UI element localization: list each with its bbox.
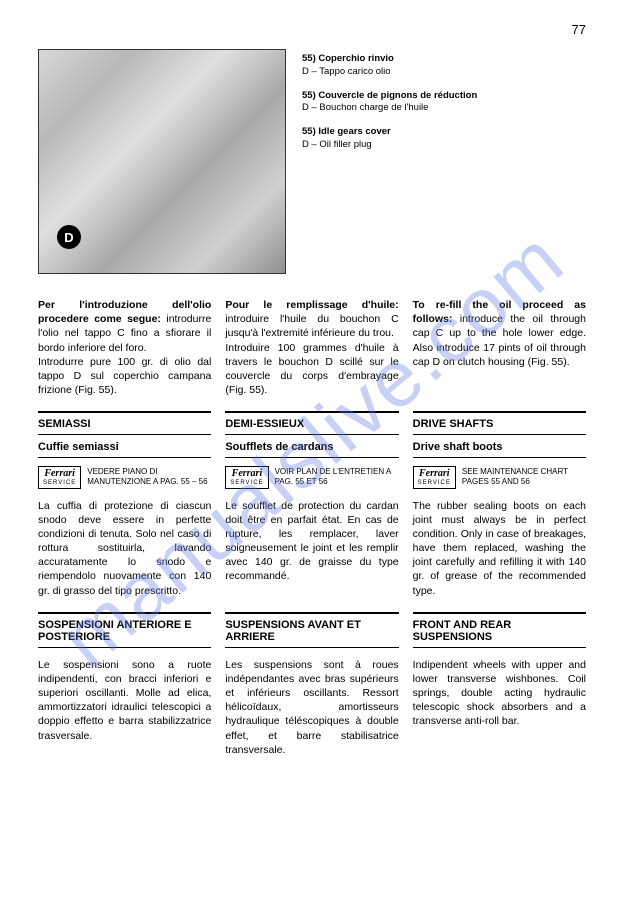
caption-it-head: 55) Coperchio rinvio — [302, 53, 586, 66]
body2-fr: Les suspensions sont à roues indépendant… — [225, 658, 398, 757]
caption-en: 55) Idle gears cover D – Oil filler plug — [302, 126, 586, 152]
body1-it: La cuffia di protezione di ciascun snodo… — [38, 499, 211, 598]
col-fr: Pour le remplissage d'huile: introduire … — [225, 298, 398, 411]
caption-it: 55) Coperchio rinvio D – Tappo carico ol… — [302, 53, 586, 79]
caption-it-line: D – Tappo carico olio — [302, 66, 586, 79]
ferrari-service: SERVICE — [230, 480, 263, 487]
top-row: D 55) Coperchio rinvio D – Tappo carico … — [38, 49, 586, 274]
ferrari-badge: Ferrari SERVICE — [225, 466, 268, 488]
caption-en-head: 55) Idle gears cover — [302, 126, 586, 139]
body1-fr: Le soufflet de protection du cardan doit… — [225, 499, 398, 584]
sec2-it: SOSPENSIONI ANTERIORE E POSTERIORE — [38, 612, 211, 648]
sec2-en: FRONT AND REAR SUSPENSIONS — [413, 612, 586, 648]
caption-fr-line: D – Bouchon charge de l'huile — [302, 102, 586, 115]
section2-headings: SOSPENSIONI ANTERIORE E POSTERIORE SUSPE… — [38, 612, 586, 658]
badge-text-en: SEE MAINTENANCE CHART PAGES 55 AND 56 — [462, 466, 586, 486]
sub1-en: Drive shaft boots — [413, 437, 586, 458]
badge-text-it: VEDERE PIANO DI MANUTENZIONE A PAG. 55 –… — [87, 466, 211, 486]
caption-fr-head: 55) Couvercle de pignons de réduction — [302, 90, 586, 103]
caption-fr: 55) Couvercle de pignons de réduction D … — [302, 90, 586, 116]
body2-columns: Le sospensioni sono a ruote indipendenti… — [38, 658, 586, 771]
col-it: Per l'introduzione dell'olio procedere c… — [38, 298, 211, 411]
ferrari-badge: Ferrari SERVICE — [413, 466, 456, 488]
figure-captions: 55) Coperchio rinvio D – Tappo carico ol… — [302, 49, 586, 274]
sub1-fr: Soufflets de cardans — [225, 437, 398, 458]
sec1-en: DRIVE SHAFTS — [413, 411, 586, 435]
page-number: 77 — [38, 22, 586, 37]
intro-columns: Per l'introduzione dell'olio procedere c… — [38, 298, 586, 411]
ferrari-brand: Ferrari — [230, 468, 263, 480]
body1-columns: La cuffia di protezione di ciascun snodo… — [38, 499, 586, 612]
sec1-fr: DEMI-ESSIEUX — [225, 411, 398, 435]
body2-en: Indipendent wheels with upper and lower … — [413, 658, 586, 729]
ferrari-brand: Ferrari — [418, 468, 451, 480]
intro-it: Per l'introduzione dell'olio procedere c… — [38, 298, 211, 397]
figure-photo: D — [38, 49, 286, 274]
badge-text-fr: VOIR PLAN DE L'ENTRETIEN A PAG. 55 ET 56 — [275, 466, 399, 486]
section1-headings: SEMIASSI DEMI-ESSIEUX DRIVE SHAFTS — [38, 411, 586, 437]
sec2-fr: SUSPENSIONS AVANT ET ARRIERE — [225, 612, 398, 648]
intro-en: To re-fill the oil proceed as follows: i… — [413, 298, 586, 369]
sub1-it: Cuffie semiassi — [38, 437, 211, 458]
body1-en: The rubber sealing boots on each joint m… — [413, 499, 586, 598]
badge-it: Ferrari SERVICE VEDERE PIANO DI MANUTENZ… — [38, 466, 211, 488]
sec1-it: SEMIASSI — [38, 411, 211, 435]
ferrari-service: SERVICE — [418, 480, 451, 487]
ferrari-brand: Ferrari — [43, 468, 76, 480]
badge-row: Ferrari SERVICE VEDERE PIANO DI MANUTENZ… — [38, 466, 586, 498]
badge-fr: Ferrari SERVICE VOIR PLAN DE L'ENTRETIEN… — [225, 466, 398, 488]
caption-en-line: D – Oil filler plug — [302, 139, 586, 152]
ferrari-service: SERVICE — [43, 480, 76, 487]
intro-fr: Pour le remplissage d'huile: introduire … — [225, 298, 398, 397]
col-en: To re-fill the oil proceed as follows: i… — [413, 298, 586, 411]
ferrari-badge: Ferrari SERVICE — [38, 466, 81, 488]
photo-marker-d: D — [57, 225, 81, 249]
body2-it: Le sospensioni sono a ruote indipendenti… — [38, 658, 211, 743]
badge-en: Ferrari SERVICE SEE MAINTENANCE CHART PA… — [413, 466, 586, 488]
sub1-headings: Cuffie semiassi Soufflets de cardans Dri… — [38, 437, 586, 466]
